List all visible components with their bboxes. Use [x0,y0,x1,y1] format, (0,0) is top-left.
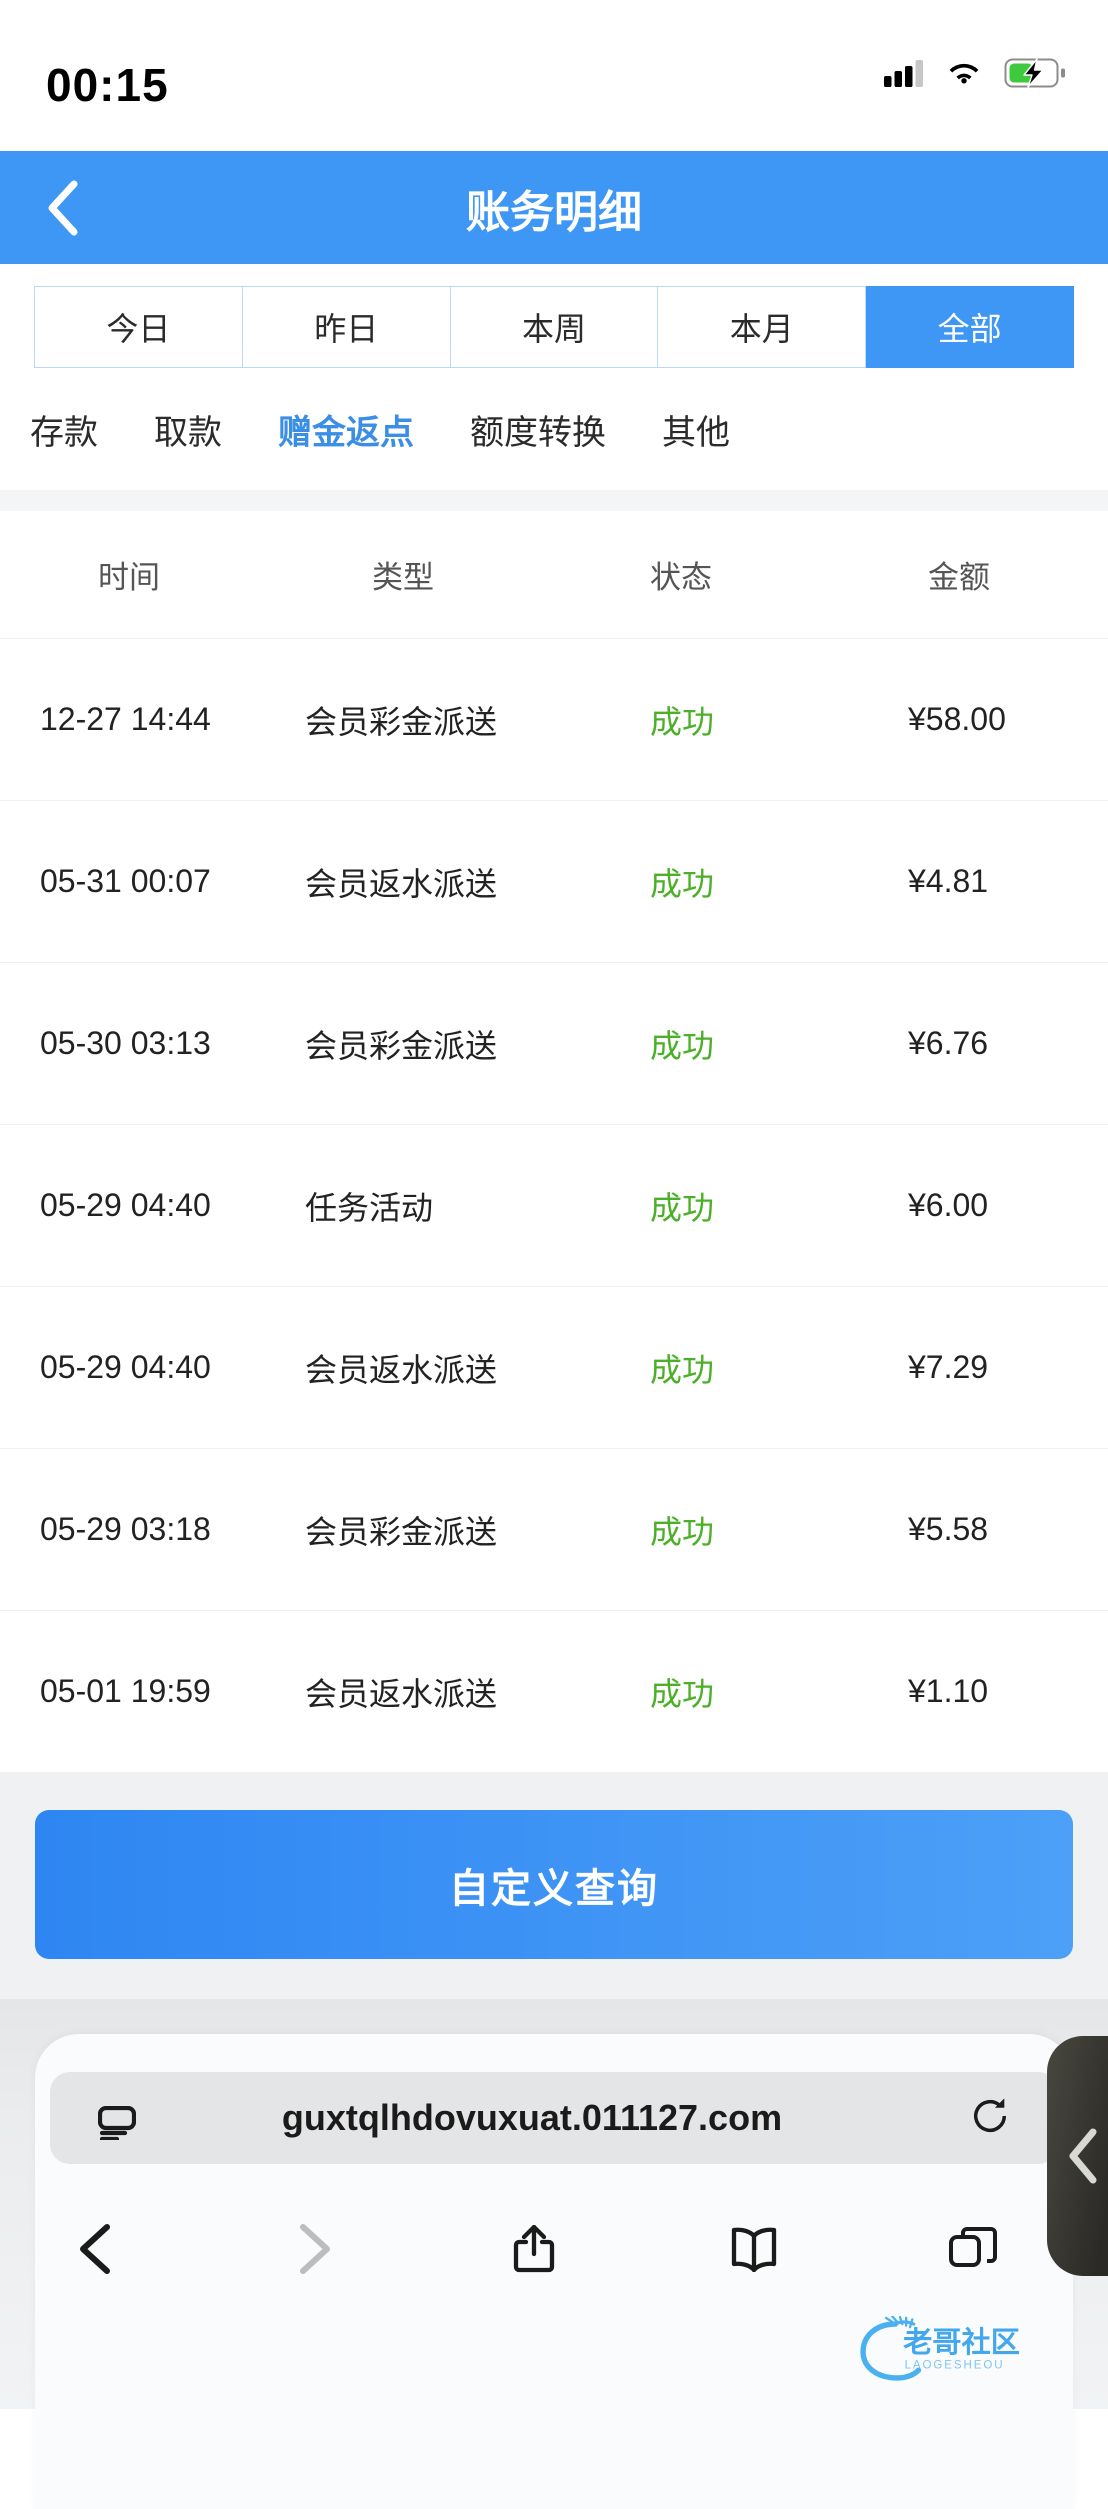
svg-text:LAOGESHEOU: LAOGESHEOU [905,2360,1005,2372]
svg-text:老哥社区: 老哥社区 [903,2326,1020,2359]
